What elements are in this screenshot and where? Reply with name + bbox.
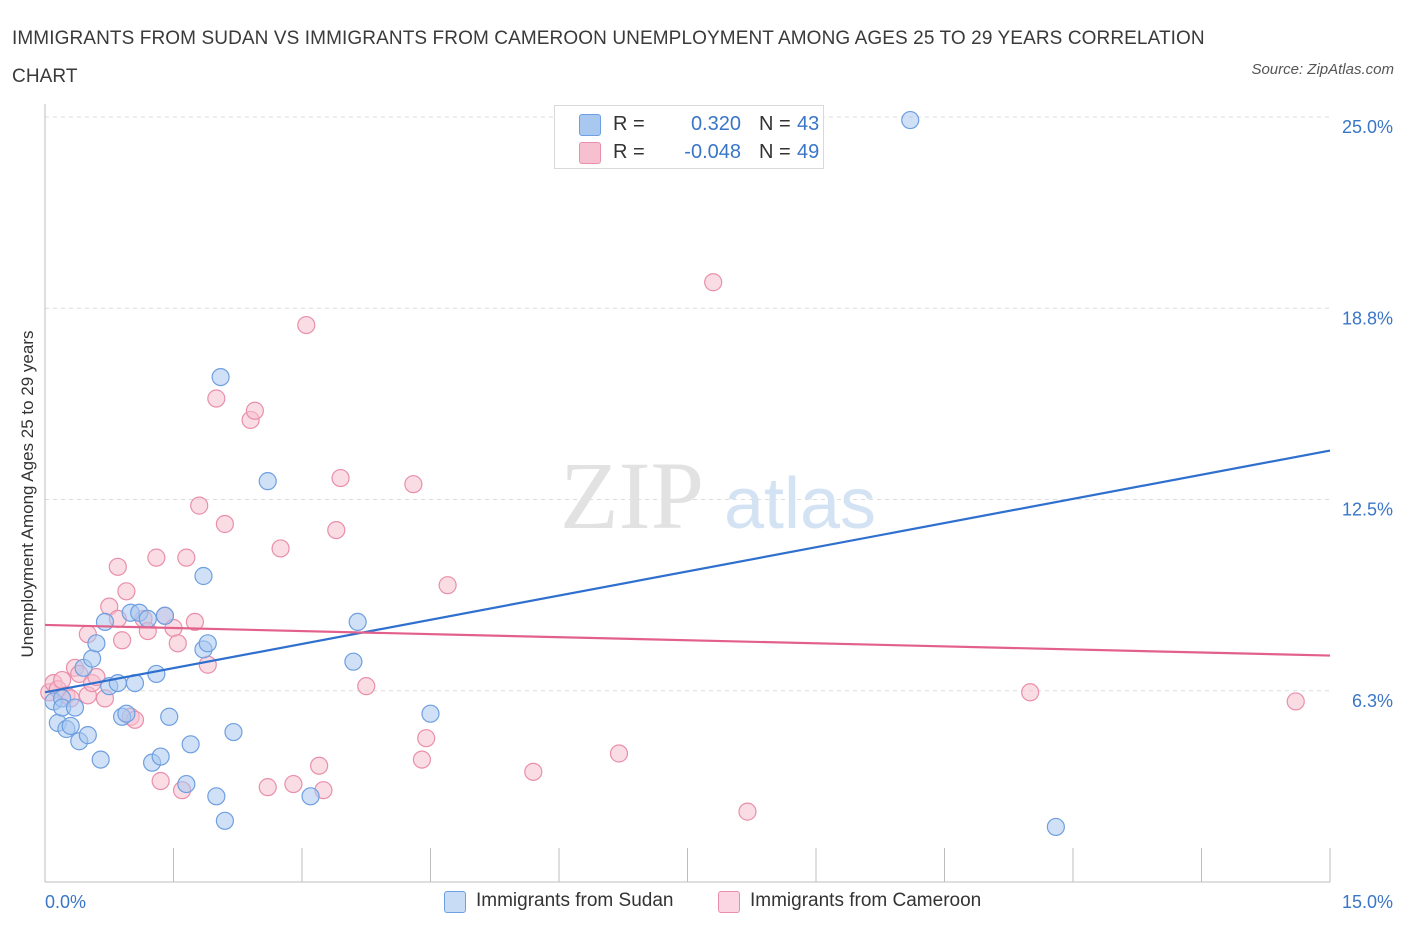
y-tick-label: 25.0% xyxy=(1342,117,1393,137)
legend-r-label: R = xyxy=(613,141,645,163)
sudan-point xyxy=(117,704,136,723)
legend-n-label: N = xyxy=(759,113,791,135)
watermark: ZIP atlas xyxy=(560,442,876,549)
bottom-legend-swatch-cameroon xyxy=(718,891,740,913)
sudan-point xyxy=(78,726,97,745)
cameroon-point xyxy=(297,315,316,335)
sudan-point xyxy=(160,707,179,726)
y-tick-label: 6.3% xyxy=(1352,691,1393,711)
bottom-legend-swatch-sudan xyxy=(444,891,466,913)
x-tick-labels: 0.0% 15.0% xyxy=(45,892,1393,912)
legend-n-value-cameroon: 49 xyxy=(797,141,820,163)
cameroon-point xyxy=(147,548,166,567)
cameroon-point xyxy=(190,496,209,515)
cameroon-point xyxy=(438,576,457,595)
sudan-point xyxy=(61,716,80,736)
cameroon-point xyxy=(284,774,303,794)
sudan-point xyxy=(83,649,102,668)
cameroon-point xyxy=(177,548,196,567)
sudan-point xyxy=(301,787,320,806)
sudan-point xyxy=(1046,817,1065,837)
cameroon-point xyxy=(198,655,217,674)
x-tick-label: 15.0% xyxy=(1342,892,1393,912)
sudan-point xyxy=(147,664,166,684)
cameroon-point xyxy=(108,557,127,576)
legend-r-label: R = xyxy=(613,113,645,135)
sudan-point xyxy=(207,787,226,806)
sudan-point xyxy=(258,472,277,491)
bottom-legend-label-cameroon: Immigrants from Cameroon xyxy=(750,890,982,911)
sudan-point xyxy=(95,612,115,632)
cameroon-point xyxy=(609,744,629,763)
sudan-point xyxy=(87,634,106,653)
y-tick-label: 12.5% xyxy=(1342,500,1393,520)
y-tick-label: 18.8% xyxy=(1342,308,1393,328)
legend-r-value-sudan: 0.320 xyxy=(690,113,741,135)
cameroon-trend-line xyxy=(44,623,1331,657)
sudan-point xyxy=(194,566,213,586)
cameroon-point xyxy=(245,401,264,420)
cameroon-point xyxy=(53,670,72,690)
cameroon-point xyxy=(151,771,170,791)
legend-n-value-sudan: 43 xyxy=(797,113,820,135)
sudan-point xyxy=(211,368,230,387)
cameroon-point xyxy=(185,612,205,632)
sudan-point xyxy=(181,735,200,754)
sudan-point xyxy=(155,606,175,625)
cameroon-point xyxy=(331,468,350,488)
sudan-point xyxy=(65,698,85,717)
cameroon-point xyxy=(357,677,376,696)
cameroon-point xyxy=(258,778,277,797)
cameroon-point xyxy=(168,634,187,653)
chart-title: IMMIGRANTS FROM SUDAN VS IMMIGRANTS FROM… xyxy=(12,28,1205,87)
cameroon-point xyxy=(207,389,226,408)
cameroon-point xyxy=(417,729,436,748)
cameroon-point xyxy=(112,631,132,650)
sudan-point xyxy=(177,774,196,794)
cameroon-point xyxy=(704,273,723,292)
sudan-point xyxy=(224,722,243,742)
legend-r-value-cameroon: -0.048 xyxy=(684,141,741,163)
cameroon-point xyxy=(524,762,543,781)
sudan-point xyxy=(421,704,440,723)
y-axis-label: Unemployment Among Ages 25 to 29 years xyxy=(18,330,37,658)
source-label: Source: ZipAtlas.com xyxy=(1251,61,1394,78)
cameroon-point xyxy=(404,475,423,494)
sudan-point xyxy=(198,634,217,653)
legend-swatch-cameroon xyxy=(579,142,601,164)
cameroon-point xyxy=(1286,692,1305,711)
x-axis-ticks xyxy=(44,848,1331,882)
cameroon-point xyxy=(215,514,234,534)
sudan-point xyxy=(91,750,110,769)
cameroon-point xyxy=(412,750,432,769)
cameroon-point xyxy=(327,520,346,540)
sudan-point xyxy=(901,110,920,130)
sudan-point xyxy=(344,652,363,671)
bottom-legend-label-sudan: Immigrants from Sudan xyxy=(476,890,674,911)
cameroon-point xyxy=(310,756,329,775)
legend-swatch-sudan xyxy=(579,114,601,136)
sudan-point xyxy=(151,747,170,766)
correlation-legend: R = 0.320 N = 43 R = -0.048 N = 49 xyxy=(554,105,824,169)
legend-n-label: N = xyxy=(759,141,791,163)
cameroon-point xyxy=(1021,683,1040,702)
y-tick-labels: 6.3% 12.5% 18.8% 25.0% xyxy=(1342,117,1393,711)
sudan-point xyxy=(348,612,367,632)
cameroon-point xyxy=(738,802,757,821)
sudan-point xyxy=(138,609,157,628)
sudan-point xyxy=(215,811,234,830)
watermark-atlas: atlas xyxy=(724,464,876,544)
cameroon-point xyxy=(117,582,136,601)
watermark-zip: ZIP xyxy=(560,442,704,549)
cameroon-point xyxy=(271,539,290,558)
sudan-points xyxy=(44,110,1065,837)
x-tick-label: 0.0% xyxy=(45,892,86,912)
sudan-trend-line xyxy=(44,449,1331,694)
trend-lines xyxy=(44,449,1331,694)
